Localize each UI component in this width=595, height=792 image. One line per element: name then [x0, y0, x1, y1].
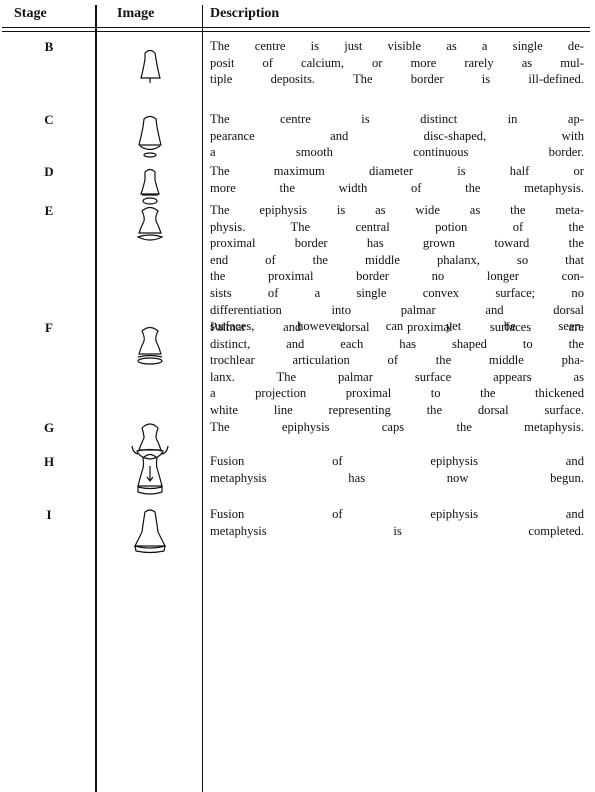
bone-sketch — [138, 115, 162, 158]
description-line: The centre is distinct in ap- — [210, 112, 584, 126]
bone-sketch — [140, 49, 161, 83]
description-line: the proximal border no longer con- — [210, 269, 584, 284]
stage-label: F — [45, 320, 53, 335]
description-line: The centre is just visible as a single d… — [210, 39, 584, 53]
description-line: a smooth continuous border. — [210, 145, 584, 160]
stage-label: H — [43, 454, 55, 469]
description-line: The maximum diameter is half or — [210, 164, 584, 178]
bone-sketch — [137, 326, 163, 365]
description-line: The epiphysis caps the metaphysis. — [210, 420, 584, 434]
bone-sketch — [136, 206, 164, 241]
description-line: lanx. The palmar surface appears as — [210, 369, 584, 384]
stage-label: E — [44, 203, 54, 218]
stage-label: D — [44, 164, 54, 179]
description-line: more the width of the metaphysis. — [210, 180, 584, 195]
header-image: Image — [117, 6, 155, 21]
column-rule — [95, 5, 97, 792]
description-line: trochlear articulation of the middle pha… — [210, 353, 584, 368]
header-description: Description — [210, 6, 280, 21]
stage-label: G — [43, 420, 55, 435]
description-line: Palmar and dorsal proximal surfaces are — [210, 320, 584, 334]
description-line: Fusion of epiphysis and — [210, 507, 584, 521]
description-line: sists of a single convex surface; no — [210, 286, 584, 300]
description-line: end of the middle phalanx, so that — [210, 252, 584, 267]
bone-sketch — [131, 423, 169, 460]
description-line: white line representing the dorsal surfa… — [210, 403, 584, 417]
description-line: The epiphysis is as wide as the meta- — [210, 203, 584, 217]
stage-label: B — [44, 39, 54, 54]
description-line: pearance and disc-shaped, with — [210, 128, 584, 143]
bone-sketch — [140, 168, 160, 205]
description-line: differentiation into palmar and dorsal — [210, 302, 584, 317]
description-line: a projection proximal to the thickened — [210, 386, 584, 401]
stage-label: I — [46, 507, 52, 522]
description-line: physis. The central potion of the — [210, 219, 584, 234]
header-stage: Stage — [14, 6, 47, 21]
bone-sketch — [134, 509, 166, 554]
description-line: distinct, and each has shaped to the — [210, 336, 584, 351]
stage-label: C — [44, 112, 54, 127]
description-line: tiple deposits. The border is ill-define… — [210, 72, 584, 87]
description-line: Fusion of epiphysis and — [210, 454, 584, 468]
header-rule — [2, 27, 590, 28]
description-line: proximal border has grown toward the — [210, 236, 584, 251]
description-line: posit of calcium, or more rarely as mul- — [210, 55, 584, 70]
description-line: surfaces, however, can yet be seen. — [210, 319, 584, 334]
header-rule — [2, 31, 590, 32]
description-line: metaphysis has now begun. — [210, 470, 584, 485]
description-line: metaphysis is completed. — [210, 523, 584, 538]
bone-sketch — [137, 453, 163, 495]
column-rule — [202, 5, 203, 792]
